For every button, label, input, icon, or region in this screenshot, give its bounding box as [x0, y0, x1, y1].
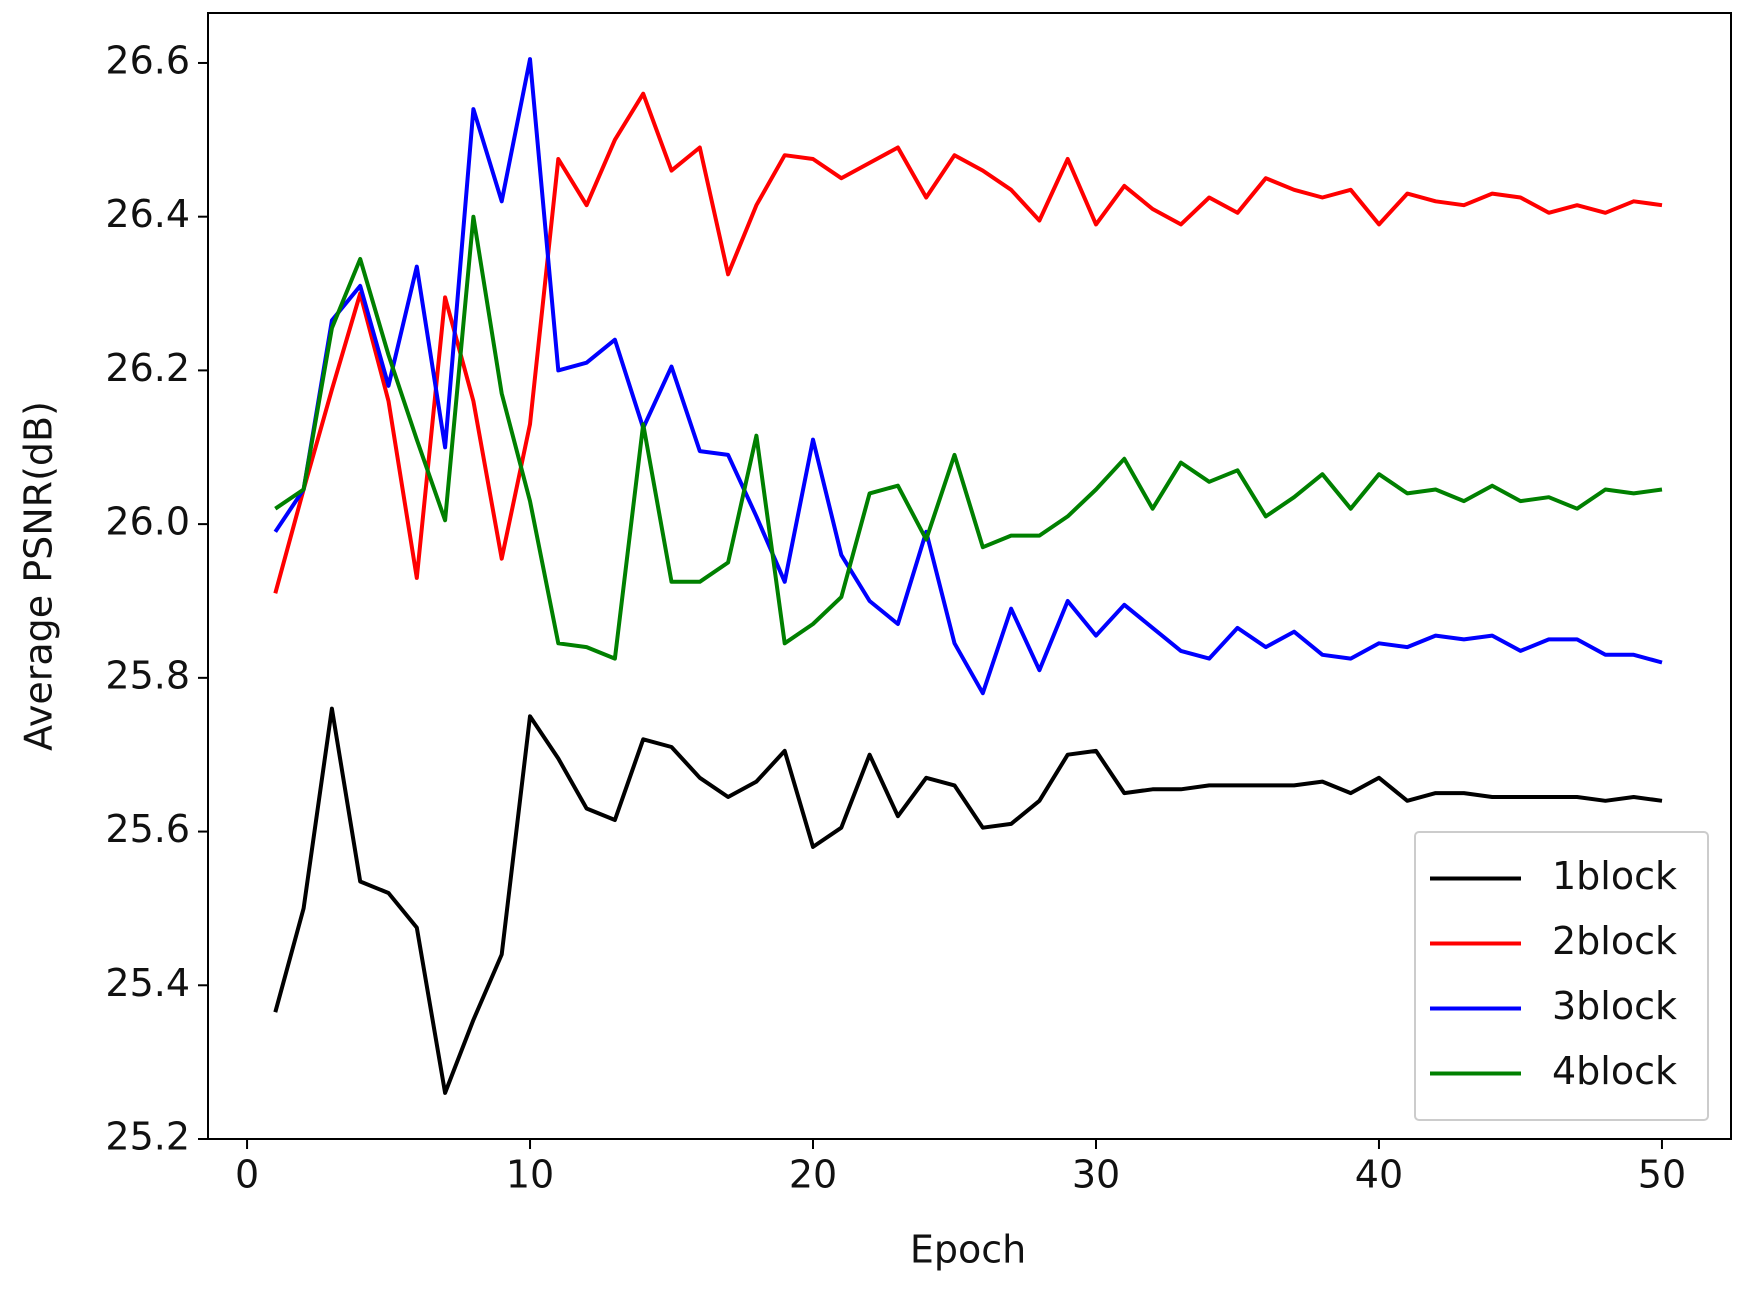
data-line	[273, 57, 1663, 696]
legend-label: 4block	[1552, 1049, 1677, 1093]
y-tick-label: 25.8	[105, 653, 190, 697]
axes-frame	[207, 12, 1732, 1140]
x-tick-label: 0	[235, 1153, 259, 1197]
y-tick-label: 26.2	[105, 346, 190, 390]
data-line	[273, 91, 1663, 594]
x-axis-label: Epoch	[910, 1228, 1026, 1272]
y-tick-label: 26.0	[105, 500, 190, 544]
x-tick-label: 50	[1638, 1153, 1686, 1197]
x-tick-label: 40	[1355, 1153, 1403, 1197]
x-tick-label: 10	[506, 1153, 554, 1197]
legend-label: 2block	[1552, 919, 1677, 963]
x-tick-label: 20	[789, 1153, 837, 1197]
data-line	[274, 214, 1663, 661]
y-tick-label: 26.6	[105, 38, 190, 82]
y-tick-label: 25.6	[105, 807, 190, 851]
legend-label: 1block	[1552, 854, 1677, 898]
data-line	[273, 706, 1663, 1095]
legend-box	[1414, 831, 1709, 1121]
legend-label: 3block	[1552, 984, 1677, 1028]
y-tick-label: 26.4	[105, 192, 190, 236]
y-axis-label: Average PSNR(dB)	[17, 401, 61, 751]
x-tick-label: 30	[1072, 1153, 1120, 1197]
y-tick-label: 25.4	[105, 961, 190, 1005]
y-tick-label: 25.2	[105, 1115, 190, 1159]
